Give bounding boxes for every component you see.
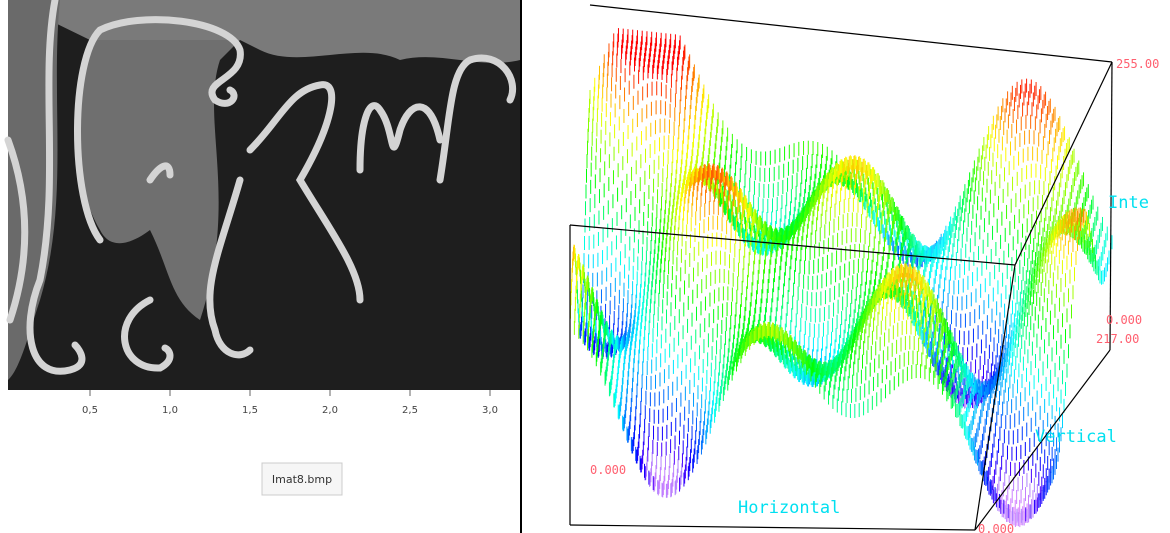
horizontal-axis-label: Horizontal [738,498,840,518]
z-axis-label: Inte [1108,193,1149,213]
vertical-max-label: 217.00 [1096,332,1139,346]
z-min-label: 0.000 [1106,313,1142,327]
x-tick-label: 2,0 [322,405,338,416]
corner-label: 0.000 [978,522,1014,533]
x-tick-label: 1,0 [162,405,178,416]
x-tick-label: 0,5 [82,405,98,416]
x-tick-label: 3,0 [482,405,498,416]
page: Imat8.bmp 0,5 1,0 1,5 2,0 2,5 3,0 255.00 Inte… [0,0,1170,533]
x-tick-label: 2,5 [402,405,418,416]
x-tick-label: 1,5 [242,405,258,416]
grayscale-image [8,0,520,390]
figure: Imat8.bmp 0,5 1,0 1,5 2,0 2,5 3,0 255.00 Inte… [0,0,1170,533]
vertical-axis-label: Vertical [1035,427,1117,447]
surface-plot [570,28,1112,527]
horizontal-min-label: 0.000 [590,463,626,477]
z-max-label: 255.00 [1116,57,1159,71]
caption: Imat8.bmp [272,473,332,486]
